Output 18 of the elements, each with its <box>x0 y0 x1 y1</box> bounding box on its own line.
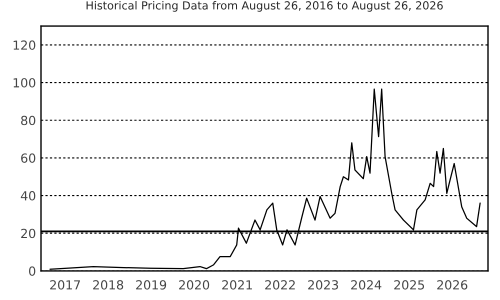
y-tick-label: 40 <box>20 191 36 201</box>
x-tick-label: 2017 <box>50 280 80 290</box>
x-tick-label: 2018 <box>93 280 124 290</box>
x-tick-label: 2019 <box>136 280 166 290</box>
chart-title: Historical Pricing Data from August 26, 2016 to August 26, 2026 <box>86 0 443 12</box>
y-tick-label: 60 <box>21 153 36 163</box>
y-tick-label: 20 <box>21 228 36 238</box>
y-tick-label: 80 <box>21 116 36 126</box>
x-tick-label: 2022 <box>265 280 295 290</box>
x-tick-label: 2025 <box>394 280 424 290</box>
y-tick-label: 0 <box>29 266 36 276</box>
x-tick-label: 2026 <box>437 280 468 290</box>
y-tick-label: 120 <box>14 40 36 50</box>
y-tick-label: 100 <box>14 78 36 88</box>
x-tick-label: 2020 <box>179 280 210 290</box>
x-tick-label: 2021 <box>222 280 252 290</box>
x-tick-label: 2023 <box>308 280 338 290</box>
x-tick-label: 2024 <box>351 280 382 290</box>
